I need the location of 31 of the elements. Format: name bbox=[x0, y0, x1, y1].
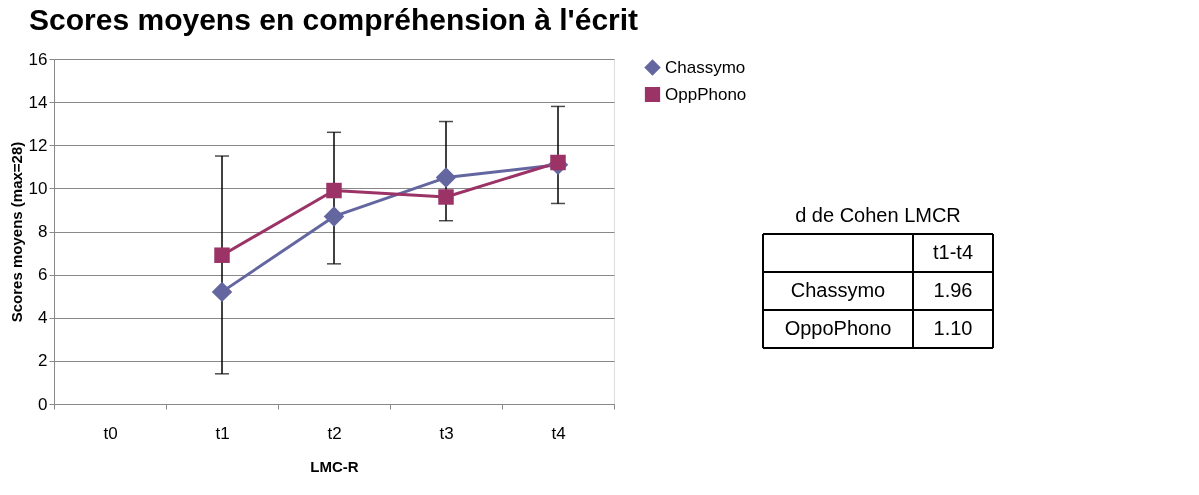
text: 1.10 bbox=[933, 317, 973, 339]
legend-label: Chassymo bbox=[665, 57, 746, 77]
y-tick-label: 6 bbox=[38, 265, 48, 285]
point bbox=[211, 281, 233, 303]
y-tick-label: 10 bbox=[28, 178, 48, 198]
text: Chassymo bbox=[790, 279, 886, 301]
y-tick-label: 4 bbox=[38, 308, 48, 328]
y-tick-label: 2 bbox=[38, 351, 48, 371]
legend-label: OppPhono bbox=[665, 84, 747, 104]
y-tick-label: 0 bbox=[38, 394, 48, 414]
text: 1.96 bbox=[933, 279, 973, 301]
x-tick-label: t2 bbox=[327, 423, 342, 443]
x-axis-title: LMC-R bbox=[310, 457, 359, 475]
y-tick-label: 16 bbox=[28, 49, 48, 69]
y-tick-label: 14 bbox=[28, 92, 48, 112]
point bbox=[435, 167, 457, 188]
chart-title: Scores moyens en compréhension à l'écrit bbox=[29, 3, 639, 36]
x-tick-label: t1 bbox=[215, 423, 230, 443]
text: d de Cohen LMCR bbox=[795, 204, 961, 226]
point bbox=[323, 206, 345, 227]
point bbox=[214, 247, 230, 263]
x-tick-label: t3 bbox=[439, 423, 454, 443]
text: OppoPhono bbox=[784, 317, 892, 339]
y-tick-label: 8 bbox=[38, 222, 48, 241]
y-axis-title: Scores moyens (max=28) bbox=[7, 141, 25, 323]
point bbox=[326, 182, 342, 199]
x-tick-label: t0 bbox=[103, 423, 118, 443]
x-tick-label: t4 bbox=[551, 423, 566, 443]
text: t1-t4 bbox=[932, 241, 974, 263]
y-tick-label: 12 bbox=[28, 135, 48, 155]
point bbox=[438, 189, 454, 205]
